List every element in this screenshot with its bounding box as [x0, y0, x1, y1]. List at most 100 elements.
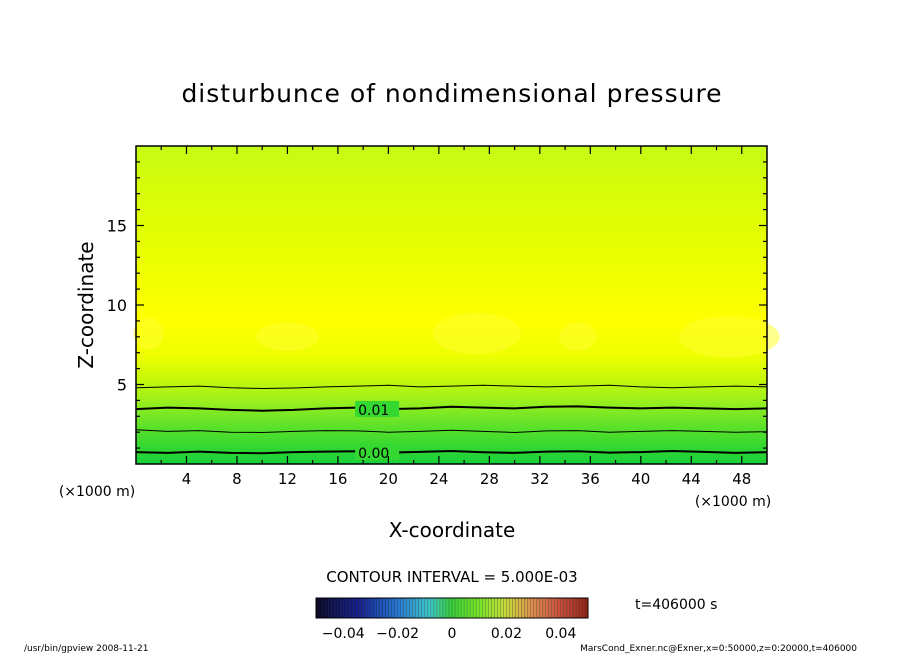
y-tick-label: 10	[107, 296, 127, 315]
colorbar-cell	[581, 598, 585, 618]
colorbar-tick-label: 0.02	[491, 626, 522, 642]
x-unit-right: (×1000 m)	[695, 494, 771, 510]
highlight-blob	[678, 316, 780, 358]
colorbar-cell	[421, 598, 425, 618]
colorbar-cell	[442, 598, 446, 618]
colorbar-tick-labels: −0.04 −0.02 0 0.02 0.04	[322, 626, 577, 642]
colorbar-cell	[545, 598, 549, 618]
contour-label: 0.00	[358, 446, 389, 462]
y-tick-label: 15	[107, 217, 127, 236]
colorbar-cell	[470, 598, 474, 618]
footer-right: MarsCond_Exner.nc@Exner,x=0:50000,z=0:20…	[580, 644, 857, 654]
y-tick-label: 5	[117, 376, 127, 395]
colorbar-cell	[467, 598, 471, 618]
x-tick-label: 20	[379, 470, 398, 488]
colorbar-cell	[340, 598, 344, 618]
colorbar-cell	[418, 598, 422, 618]
highlight-blob	[133, 317, 164, 350]
highlight-blob	[255, 322, 319, 352]
colorbar-cell	[584, 598, 588, 618]
colorbar-cell	[566, 598, 570, 618]
colorbar-cell	[382, 598, 386, 618]
colorbar-cell	[391, 598, 395, 618]
footer-left: /usr/bin/gpview 2008-11-21	[24, 644, 148, 654]
colorbar-cell	[385, 598, 389, 618]
colorbar-cell	[551, 598, 555, 618]
colorbar-cell	[473, 598, 477, 618]
colorbar-tick-label: 0.04	[545, 626, 576, 642]
colorbar-cell	[439, 598, 443, 618]
colorbar-cell	[364, 598, 368, 618]
colorbar-cell	[485, 598, 489, 618]
colorbar-cell	[355, 598, 359, 618]
colorbar-tick-label: 0	[448, 626, 457, 642]
x-tick-label: 12	[278, 470, 297, 488]
colorbar-cell	[433, 598, 437, 618]
chart-title: disturbunce of nondimensional pressure	[181, 79, 722, 108]
colorbar-cell	[376, 598, 380, 618]
highlight-blob	[432, 312, 521, 355]
contour-line	[135, 449, 768, 455]
contour-label-bg	[355, 400, 400, 417]
colorbar-cell	[397, 598, 401, 618]
colorbar-cell	[349, 598, 353, 618]
colorbar-cell	[406, 598, 410, 618]
x-tick-label: 16	[328, 470, 347, 488]
contour-label-bg	[355, 443, 400, 460]
colorbar-cell	[572, 598, 576, 618]
colorbar-cell	[578, 598, 582, 618]
colorbar-cell	[358, 598, 362, 618]
colorbar-cell	[500, 598, 504, 618]
x-tick-label: 48	[732, 470, 751, 488]
colorbar-stripes	[315, 598, 588, 618]
colorbar-frame	[315, 597, 589, 619]
colorbar-cell	[409, 598, 413, 618]
colorbar-cell	[325, 598, 329, 618]
colorbar-cell	[445, 598, 449, 618]
colorbar-cell	[491, 598, 495, 618]
field-highlights	[133, 312, 780, 358]
colorbar-cell	[388, 598, 392, 618]
colorbar-cell	[448, 598, 452, 618]
x-axis-label: X-coordinate	[389, 518, 516, 542]
contour-lines	[135, 384, 768, 455]
colorbar-cell	[352, 598, 356, 618]
colorbar-cell	[509, 598, 513, 618]
x-axis-ticks: 4 8 12 16 20 24 28 32 36 40 44 48	[160, 146, 751, 488]
colorbar-cell	[533, 598, 537, 618]
colorbar-tick-label: −0.04	[322, 626, 365, 642]
pressure-field	[136, 146, 767, 464]
colorbar-cell	[518, 598, 522, 618]
colorbar-cell	[331, 598, 335, 618]
colorbar-cell	[458, 598, 462, 618]
contour-labels: 0.01 0.00	[355, 400, 400, 462]
colorbar-cell	[346, 598, 350, 618]
colorbar-cell	[530, 598, 534, 618]
colorbar-cell	[506, 598, 510, 618]
colorbar-cell	[512, 598, 516, 618]
x-tick-label: 32	[530, 470, 549, 488]
colorbar-cell	[479, 598, 483, 618]
colorbar-cell	[370, 598, 374, 618]
colorbar-cell	[539, 598, 543, 618]
colorbar-cell	[515, 598, 519, 618]
x-tick-label: 8	[232, 470, 242, 488]
colorbar-cell	[536, 598, 540, 618]
colorbar-cell	[497, 598, 501, 618]
colorbar-cell	[560, 598, 564, 618]
colorbar-cell	[343, 598, 347, 618]
colorbar-cell	[494, 598, 498, 618]
x-tick-label: 44	[682, 470, 701, 488]
contour-label: 0.01	[358, 403, 389, 419]
x-tick-label: 24	[429, 470, 448, 488]
colorbar-cell	[548, 598, 552, 618]
colorbar-cell	[482, 598, 486, 618]
colorbar-cell	[367, 598, 371, 618]
colorbar-cell	[464, 598, 468, 618]
colorbar-cell	[521, 598, 525, 618]
colorbar-cell	[461, 598, 465, 618]
colorbar-cell	[455, 598, 459, 618]
x-tick-label: 4	[182, 470, 192, 488]
colorbar-cell	[503, 598, 507, 618]
